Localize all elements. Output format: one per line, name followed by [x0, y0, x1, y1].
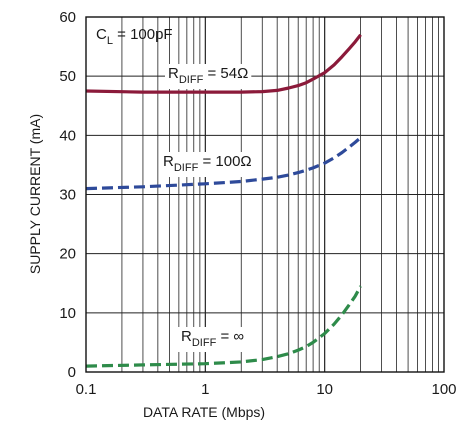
series-group: [85, 33, 363, 368]
annotation-main: C: [96, 26, 107, 43]
annotation-sub: DIFF: [179, 74, 204, 86]
x-axis-title: DATA RATE (Mbps): [143, 404, 265, 420]
annotation-text: CL = 100pF: [96, 26, 173, 47]
y-tick-label: 10: [59, 305, 76, 322]
y-tick-label: 0: [68, 364, 76, 381]
plot-frame: [85, 16, 445, 373]
y-axis-title: SUPPLY CURRENT (mA): [27, 114, 43, 274]
y-tick-label: 40: [59, 127, 76, 144]
annotation-text: RDIFF = 100Ω: [163, 153, 252, 174]
annotation-rest: = 100Ω: [198, 153, 251, 170]
x-tick-label: 1: [201, 381, 209, 398]
annotation-main: R: [168, 65, 179, 82]
series-line-1: [85, 33, 362, 94]
y-tick-label: 20: [59, 246, 76, 263]
annotation-text: RDIFF = ∞: [181, 328, 244, 349]
y-tick-label: 60: [59, 9, 76, 26]
annotation-1: CL = 100pF: [96, 26, 173, 47]
annotation-rest: = ∞: [216, 328, 244, 345]
y-tick-label: 50: [59, 68, 76, 85]
x-tick-label: 10: [316, 381, 333, 398]
annotation-3: RDIFF = 100Ω: [160, 152, 255, 177]
annotation-rest: = 100pF: [113, 26, 173, 43]
annotation-bg: [165, 64, 252, 89]
annotation-2: RDIFF = 54Ω: [165, 64, 252, 89]
series-line-2: [85, 136, 362, 191]
grid: [86, 17, 444, 372]
plot-border: [85, 16, 445, 373]
annotation-text: RDIFF = 54Ω: [168, 65, 248, 86]
y-tick-label: 30: [59, 187, 76, 204]
series-line-3: [85, 285, 363, 368]
annotation-main: R: [163, 153, 174, 170]
x-tick-label: 100: [431, 381, 456, 398]
annotation-sub: L: [107, 35, 113, 47]
x-tick-label: 0.1: [76, 381, 97, 398]
annotation-4: RDIFF = ∞: [178, 327, 248, 352]
tick-labels: 0 10 20 30 40 50 60 0.1 1 10 100: [59, 9, 456, 398]
annotation-bg: [160, 152, 255, 177]
annotation-sub: DIFF: [174, 162, 199, 174]
annotation-rest: = 54Ω: [203, 65, 248, 82]
annotation-main: R: [181, 328, 192, 345]
annotation-sub: DIFF: [192, 337, 217, 349]
annotation-bg: [178, 327, 248, 352]
